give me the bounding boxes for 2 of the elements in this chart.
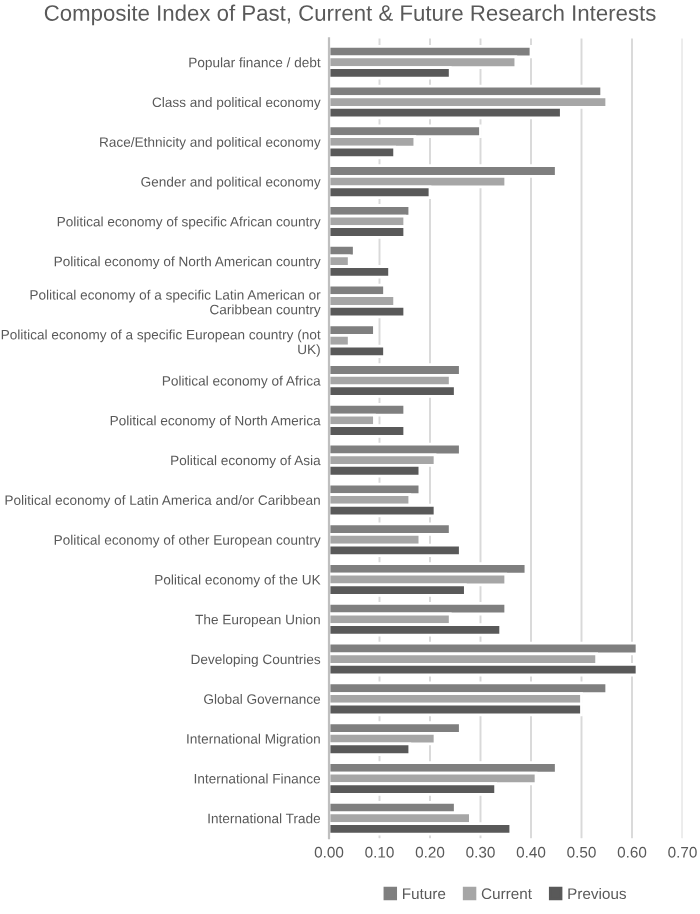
bar [329,323,376,337]
chart-title: Composite Index of Past, Current & Future Research Interests [44,4,656,26]
